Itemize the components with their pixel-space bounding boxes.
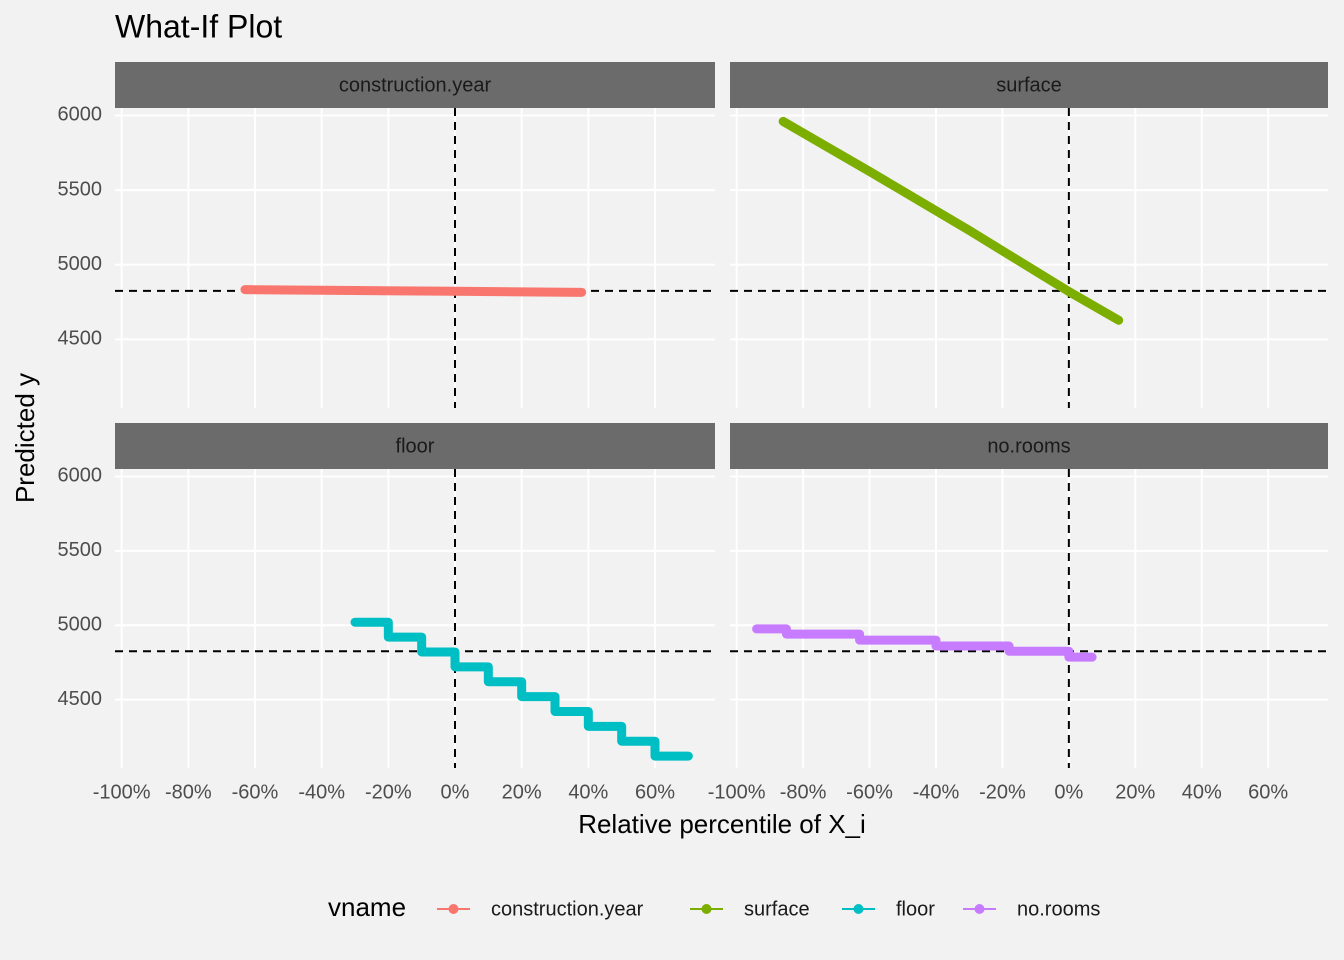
- y-tick-label: 5000: [58, 253, 103, 275]
- x-tick-label: -100%: [708, 781, 766, 803]
- facet-label: construction.year: [339, 74, 492, 96]
- data-line: [350, 617, 693, 761]
- facet-strip: [730, 62, 1328, 108]
- y-tick-label: 4500: [58, 688, 103, 710]
- x-tick-label: 60%: [1248, 781, 1288, 803]
- x-tick-label: -60%: [846, 781, 893, 803]
- y-tick-label: 6000: [58, 104, 103, 126]
- legend-label: surface: [744, 898, 810, 920]
- x-tick-label: -80%: [165, 781, 212, 803]
- data-line: [778, 116, 1124, 325]
- facet-strip: [115, 62, 715, 108]
- legend-label: construction.year: [491, 898, 644, 920]
- x-tick-label: 0%: [441, 781, 470, 803]
- y-tick-label: 4500: [58, 328, 103, 350]
- x-tick-label: 20%: [1115, 781, 1155, 803]
- y-tick-label: 5000: [58, 613, 103, 635]
- facet-label: floor: [396, 435, 435, 457]
- legend-label: floor: [896, 898, 935, 920]
- facet-label: no.rooms: [987, 435, 1070, 457]
- x-axis-title: Relative percentile of X_i: [578, 809, 866, 839]
- legend-title: vname: [328, 892, 406, 922]
- legend-key-dot: [448, 904, 459, 914]
- y-tick-label: 5500: [58, 539, 103, 561]
- y-axis-title: Predicted y: [10, 373, 40, 503]
- x-tick-label: 40%: [568, 781, 608, 803]
- x-tick-label: -80%: [780, 781, 827, 803]
- x-tick-label: 0%: [1054, 781, 1083, 803]
- legend-key-dot: [974, 904, 985, 914]
- chart-title: What-If Plot: [115, 8, 282, 44]
- legend-key-dot: [853, 904, 864, 914]
- facet-strip: [730, 423, 1328, 469]
- x-tick-label: 40%: [1182, 781, 1222, 803]
- x-tick-label: -100%: [93, 781, 151, 803]
- y-tick-label: 6000: [58, 465, 103, 487]
- legend-label: no.rooms: [1017, 898, 1100, 920]
- facet-strip: [115, 423, 715, 469]
- data-line: [240, 285, 587, 297]
- x-tick-label: -60%: [232, 781, 279, 803]
- x-tick-label: -20%: [979, 781, 1026, 803]
- x-tick-label: -20%: [365, 781, 412, 803]
- x-tick-label: 20%: [502, 781, 542, 803]
- y-tick-label: 5500: [58, 178, 103, 200]
- x-tick-label: 60%: [635, 781, 675, 803]
- data-line: [752, 624, 1097, 662]
- facet-label: surface: [996, 74, 1062, 96]
- x-tick-label: -40%: [298, 781, 345, 803]
- x-tick-label: -40%: [913, 781, 960, 803]
- legend-key-dot: [701, 904, 712, 914]
